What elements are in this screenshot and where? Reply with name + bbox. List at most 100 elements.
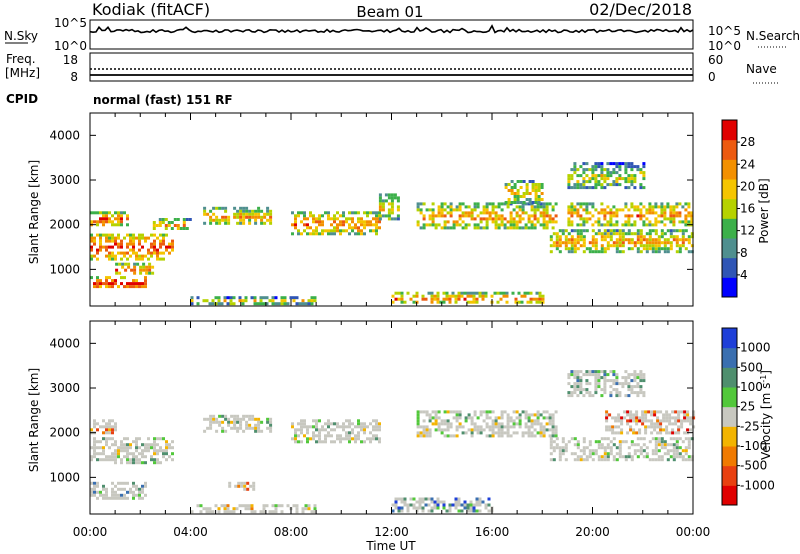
range-cell: [315, 232, 318, 236]
range-cell: [148, 262, 152, 266]
range-cell: [129, 248, 132, 252]
range-cell: [672, 211, 676, 215]
range-cell: [606, 183, 610, 187]
range-cell: [639, 379, 643, 383]
range-cell: [494, 425, 498, 429]
range-cell: [594, 391, 598, 395]
range-cell: [105, 248, 108, 252]
range-cell: [609, 244, 613, 248]
range-cell: [205, 510, 209, 514]
range-cell: [538, 291, 542, 295]
range-cell: [403, 497, 407, 501]
range-cell: [144, 285, 147, 289]
range-cell: [294, 437, 297, 441]
range-cell: [159, 242, 162, 246]
range-cell: [363, 431, 366, 435]
range-cell: [579, 379, 583, 383]
range-cell: [336, 425, 339, 429]
range-cell: [639, 214, 643, 218]
y-tick-label: 2000: [49, 426, 80, 440]
range-cell: [248, 423, 252, 427]
range-cell: [479, 217, 483, 221]
range-cell: [206, 212, 210, 216]
range-cell: [603, 174, 607, 178]
range-cell: [624, 205, 628, 209]
range-cell: [617, 413, 621, 417]
range-cell: [437, 208, 441, 212]
range-cell: [390, 202, 394, 206]
range-cell: [690, 244, 694, 248]
range-cell: [639, 171, 643, 175]
colorbar-segment: [722, 257, 737, 278]
range-cell: [618, 443, 622, 447]
range-cell: [153, 248, 156, 252]
range-cell: [105, 440, 108, 444]
range-cell: [269, 420, 273, 424]
range-cell: [576, 174, 580, 178]
range-cell: [333, 422, 336, 426]
range-cell: [306, 428, 309, 432]
range-cell: [114, 496, 117, 500]
range-cell: [263, 215, 267, 219]
range-cell: [548, 217, 552, 221]
range-cell: [588, 373, 592, 377]
range-cell: [630, 165, 634, 169]
range-cell: [297, 214, 300, 218]
range-cell: [440, 205, 444, 209]
range-cell: [301, 507, 305, 511]
range-cell: [615, 171, 619, 175]
range-cell: [603, 211, 607, 215]
range-cell: [312, 214, 315, 218]
range-cell: [93, 484, 96, 488]
range-cell: [360, 422, 363, 426]
range-cell: [424, 297, 428, 301]
range-cell: [594, 220, 598, 224]
range-cell: [458, 214, 462, 218]
range-cell: [603, 186, 607, 190]
range-cell: [211, 299, 215, 303]
colorbar-segment: [722, 218, 737, 239]
range-cell: [576, 180, 580, 184]
range-cell: [126, 490, 129, 494]
range-cell: [416, 205, 420, 209]
range-cell: [458, 416, 462, 420]
range-cell: [294, 431, 297, 435]
range-cell: [220, 302, 224, 306]
range-cell: [527, 413, 531, 417]
range-cell: [576, 168, 580, 172]
range-cell: [455, 223, 459, 227]
range-cell: [537, 189, 541, 192]
range-cell: [630, 183, 634, 187]
range-cell: [615, 208, 619, 212]
range-cell: [446, 205, 450, 209]
range-cell: [648, 220, 652, 224]
range-cell: [391, 300, 395, 304]
range-cell: [327, 431, 330, 435]
range-cell: [494, 226, 498, 230]
range-cell: [534, 183, 538, 186]
range-cell: [662, 419, 666, 423]
range-cell: [142, 268, 146, 272]
range-cell: [627, 223, 631, 227]
range-cell: [641, 422, 645, 426]
range-cell: [621, 177, 625, 181]
range-cell: [126, 461, 129, 465]
range-cell: [425, 425, 429, 429]
range-cell: [102, 211, 105, 215]
range-cell: [274, 504, 278, 508]
range-cell: [188, 218, 192, 221]
range-cell: [90, 248, 93, 252]
range-cell: [570, 394, 574, 398]
range-cell: [675, 244, 679, 248]
range-cell: [206, 417, 210, 421]
range-cell: [306, 440, 309, 444]
range-cell: [440, 431, 444, 435]
range-cell: [684, 238, 688, 242]
range-cell: [484, 291, 488, 295]
range-cell: [629, 413, 633, 417]
range-cell: [585, 373, 589, 377]
range-cell: [425, 431, 429, 435]
range-cell: [473, 205, 477, 209]
range-cell: [636, 165, 640, 169]
range-cell: [627, 162, 631, 166]
